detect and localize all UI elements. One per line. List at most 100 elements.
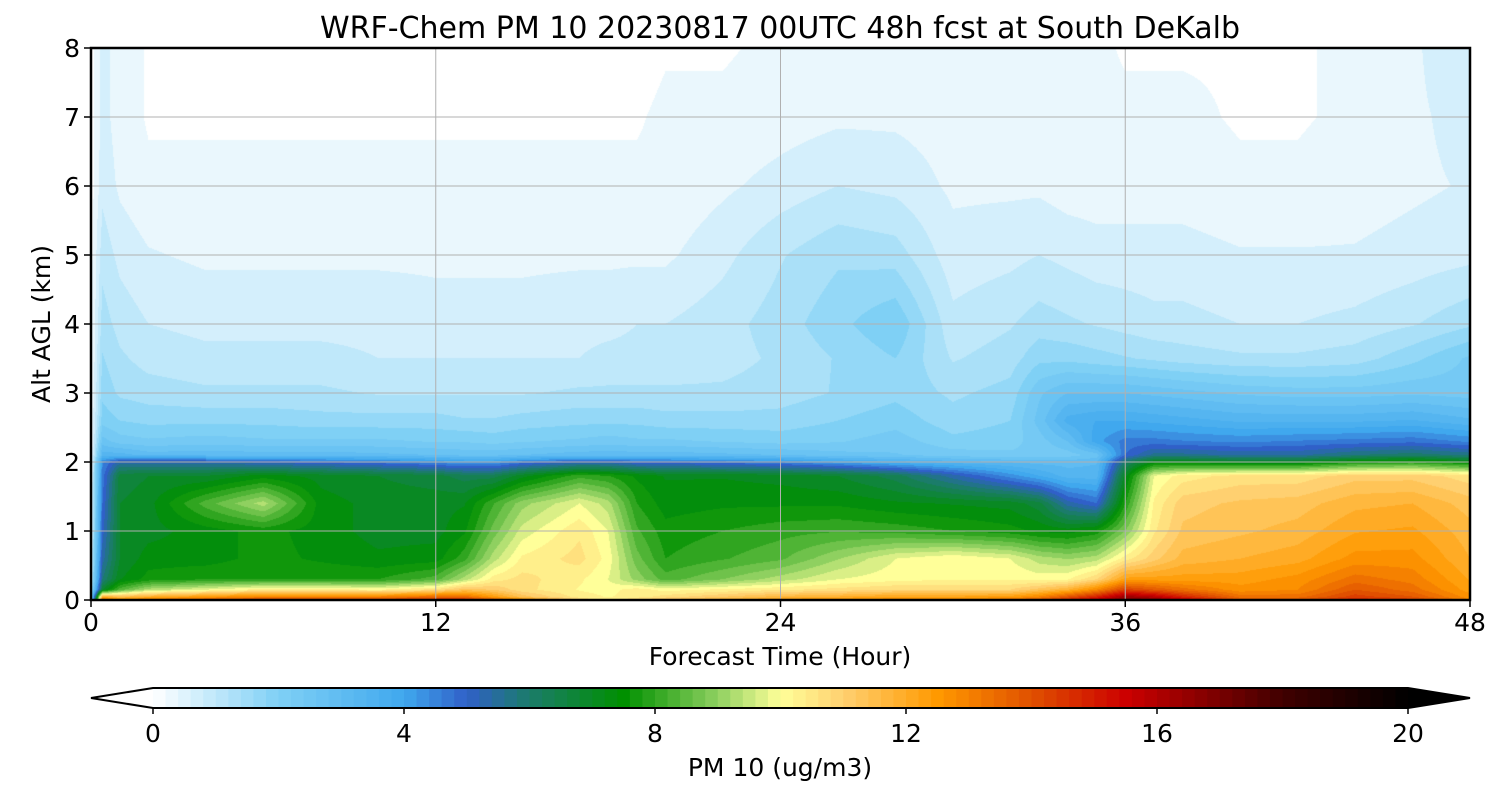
colorbar-segment bbox=[868, 688, 882, 708]
colorbar-segment bbox=[931, 688, 945, 708]
colorbar-segment bbox=[717, 688, 731, 708]
colorbar-segment bbox=[1169, 688, 1183, 708]
colorbar-segment bbox=[943, 688, 957, 708]
colorbar-segment bbox=[1219, 688, 1233, 708]
colorbar-segment bbox=[366, 688, 380, 708]
colorbar-segment bbox=[642, 688, 656, 708]
colorbar-segment bbox=[316, 688, 330, 708]
colorbar-segment bbox=[655, 688, 669, 708]
colorbar-segment bbox=[830, 688, 844, 708]
colorbar-segment bbox=[805, 688, 819, 708]
colorbar-segment bbox=[906, 688, 920, 708]
colorbar-segment bbox=[1282, 688, 1296, 708]
colorbar-segment bbox=[429, 688, 443, 708]
x-tick-label: 0 bbox=[83, 608, 99, 637]
colorbar-segment bbox=[240, 688, 254, 708]
colorbar-segment bbox=[855, 688, 869, 708]
colorbar-segment bbox=[303, 688, 317, 708]
colorbar-segment bbox=[918, 688, 932, 708]
colorbar-segment bbox=[968, 688, 982, 708]
y-tick-label: 7 bbox=[64, 103, 80, 132]
colorbar-segment bbox=[1232, 688, 1246, 708]
colorbar-segment bbox=[441, 688, 455, 708]
colorbar-segment bbox=[466, 688, 480, 708]
colorbar-segment bbox=[265, 688, 280, 708]
colorbar-segment bbox=[680, 688, 694, 708]
x-tick-label: 12 bbox=[420, 608, 452, 637]
y-axis: 0 1 2 3 4 5 6 7 8 bbox=[64, 34, 91, 615]
colorbar-tick-label: 12 bbox=[890, 719, 922, 748]
colorbar-segment bbox=[178, 688, 192, 708]
colorbar-segment bbox=[617, 688, 631, 708]
y-tick-label: 4 bbox=[64, 310, 80, 339]
colorbar-segment bbox=[253, 688, 267, 708]
colorbar-tick-label: 0 bbox=[145, 719, 161, 748]
colorbar-segment bbox=[291, 688, 305, 708]
colorbar-segment bbox=[1382, 688, 1397, 708]
colorbar-segment bbox=[692, 688, 706, 708]
colorbar-segment bbox=[328, 688, 342, 708]
colorbar-segment bbox=[793, 688, 807, 708]
colorbar-segment bbox=[378, 688, 393, 708]
y-axis-label: Alt AGL (km) bbox=[27, 245, 56, 403]
colorbar-segment bbox=[1081, 688, 1095, 708]
colorbar-segment bbox=[629, 688, 644, 708]
colorbar-segment bbox=[1131, 688, 1146, 708]
colorbar-segment bbox=[767, 688, 782, 708]
colorbar-segment bbox=[1044, 688, 1058, 708]
colorbar-extend-max bbox=[1408, 688, 1470, 708]
colorbar-tick-label: 20 bbox=[1392, 719, 1424, 748]
colorbar-segment bbox=[416, 688, 430, 708]
colorbar-segment bbox=[1357, 688, 1371, 708]
colorbar-segment bbox=[190, 688, 204, 708]
colorbar-segment bbox=[1056, 688, 1070, 708]
colorbar-segment bbox=[705, 688, 719, 708]
colorbar-segment bbox=[1018, 688, 1033, 708]
colorbar-extend-min bbox=[91, 688, 153, 708]
colorbar-segment bbox=[1157, 688, 1171, 708]
colorbar-segment bbox=[730, 688, 744, 708]
colorbar-segment bbox=[567, 688, 581, 708]
colorbar-segment bbox=[353, 688, 367, 708]
colorbar-segment bbox=[1182, 688, 1196, 708]
colorbar-segment bbox=[153, 688, 167, 708]
x-tick-label: 36 bbox=[1109, 608, 1141, 637]
chart-title: WRF-Chem PM 10 20230817 00UTC 48h fcst a… bbox=[320, 11, 1240, 46]
colorbar-segment bbox=[554, 688, 568, 708]
colorbar-segment bbox=[755, 688, 769, 708]
colorbar-segment bbox=[818, 688, 832, 708]
colorbar-segment bbox=[479, 688, 493, 708]
colorbar-segment bbox=[592, 688, 606, 708]
colorbar-tick-label: 8 bbox=[647, 719, 663, 748]
colorbar-tick-label: 16 bbox=[1141, 719, 1173, 748]
colorbar-segment bbox=[1370, 688, 1384, 708]
colorbar-tick-label: 4 bbox=[396, 719, 412, 748]
colorbar-segment bbox=[1207, 688, 1221, 708]
y-tick-label: 3 bbox=[64, 379, 80, 408]
colorbar-label: PM 10 (ug/m3) bbox=[688, 753, 872, 782]
colorbar-segment bbox=[1094, 688, 1108, 708]
colorbar-segment bbox=[1194, 688, 1208, 708]
colorbar-segment bbox=[604, 688, 618, 708]
y-tick-label: 5 bbox=[64, 241, 80, 270]
x-tick-label: 24 bbox=[765, 608, 797, 637]
colorbar-segment bbox=[993, 688, 1007, 708]
colorbar-segment bbox=[1106, 688, 1120, 708]
x-axis: 0 12 24 36 48 bbox=[83, 600, 1486, 637]
colorbar-segment bbox=[1345, 688, 1359, 708]
colorbar-segment bbox=[542, 688, 556, 708]
colorbar-segment bbox=[278, 688, 292, 708]
colorbar-segment bbox=[667, 688, 681, 708]
colorbar-segment bbox=[1269, 688, 1284, 708]
colorbar-segment bbox=[165, 688, 179, 708]
colorbar-segment bbox=[529, 688, 543, 708]
y-tick-label: 1 bbox=[64, 517, 80, 546]
y-tick-label: 0 bbox=[64, 586, 80, 615]
colorbar-segment bbox=[215, 688, 229, 708]
x-axis-label: Forecast Time (Hour) bbox=[649, 642, 912, 671]
colorbar-segment bbox=[742, 688, 756, 708]
x-tick-label: 48 bbox=[1454, 608, 1486, 637]
colorbar-segment bbox=[391, 688, 405, 708]
colorbar-segment bbox=[341, 688, 355, 708]
